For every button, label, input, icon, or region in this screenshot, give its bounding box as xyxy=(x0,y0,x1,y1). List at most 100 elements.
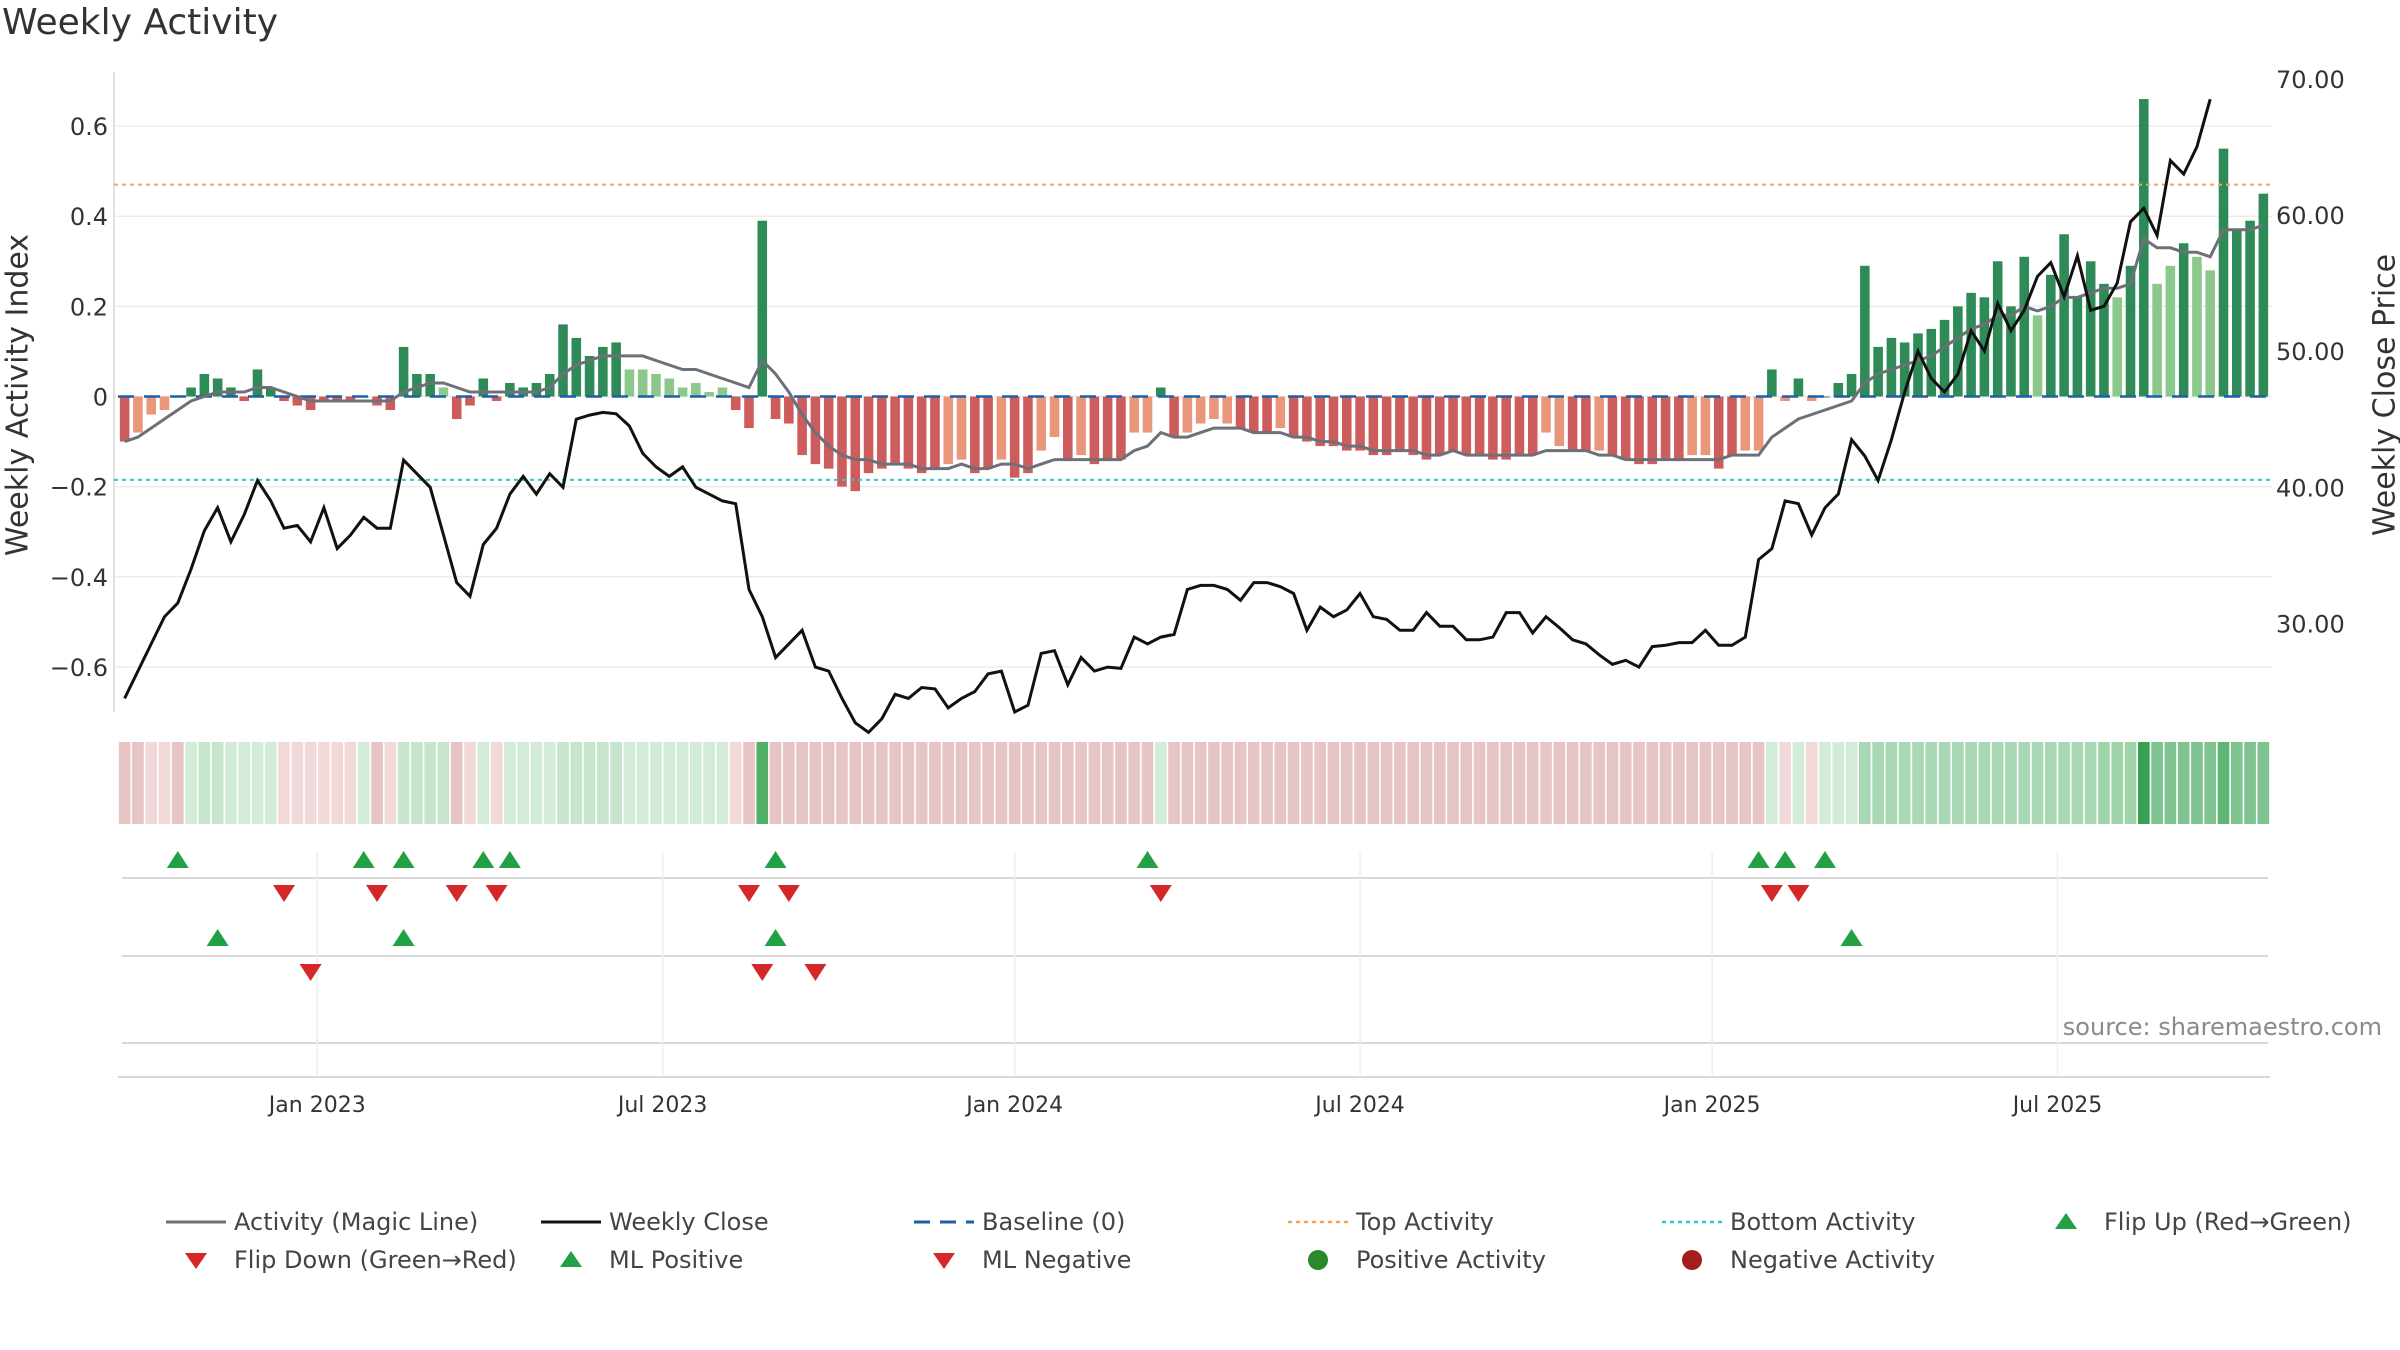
activity-bar xyxy=(385,396,396,411)
x-tick-label: Jul 2023 xyxy=(616,1093,708,1118)
activity-bar xyxy=(1315,396,1325,447)
activity-bar xyxy=(505,382,515,397)
heat-strip-cell xyxy=(2098,742,2110,824)
legend-flip-up-label: Flip Up (Red→Green) xyxy=(2104,1208,2352,1236)
activity-bar xyxy=(2258,193,2269,397)
x-tick-label: Jul 2024 xyxy=(1313,1093,1405,1118)
flip-up-marker xyxy=(1774,851,1797,868)
heat-strip-cell xyxy=(1487,742,1499,824)
legend-positive-activity: Positive Activity xyxy=(1288,1246,1546,1274)
activity-bar xyxy=(2059,234,2069,397)
y2-tick-label: 60.00 xyxy=(2276,202,2345,230)
activity-bar xyxy=(664,378,675,397)
activity-bar xyxy=(996,396,1007,460)
heat-strip-cell xyxy=(1101,742,1114,824)
flip-up-marker xyxy=(1747,851,1770,868)
heat-strip-cell xyxy=(318,742,330,824)
ml-negative-marker xyxy=(804,964,827,981)
y-tick-label: −0.2 xyxy=(50,474,108,502)
activity-bar xyxy=(677,387,688,397)
activity-bar xyxy=(1129,396,1140,433)
y-tick-label: −0.6 xyxy=(50,654,108,682)
activity-bar xyxy=(1674,396,1684,460)
heat-strip-cell xyxy=(424,742,437,824)
heat-strip-cell xyxy=(597,742,609,824)
x-tick-label: Jan 2024 xyxy=(964,1093,1063,1118)
activity-bar xyxy=(1368,396,1379,456)
activity-bar xyxy=(305,396,316,411)
activity-bar xyxy=(1288,396,1299,438)
activity-bar xyxy=(1434,396,1445,456)
heat-strip-cell xyxy=(1340,742,1353,824)
activity-bar xyxy=(863,396,874,474)
legend-baseline-swatch xyxy=(914,1220,974,1224)
heat-strip-cell xyxy=(2111,742,2124,824)
activity-bar xyxy=(1913,333,1923,397)
heat-strip-cell xyxy=(1606,742,1619,824)
heat-strip-cell xyxy=(2124,742,2137,824)
activity-bar xyxy=(478,378,489,397)
activity-bar xyxy=(2218,148,2229,397)
activity-bar xyxy=(1753,396,1764,451)
activity-bar xyxy=(1501,396,1511,460)
heat-strip-cell xyxy=(264,742,277,824)
ml-positive-marker xyxy=(764,929,787,946)
activity-bar xyxy=(2019,256,2030,397)
activity-bar xyxy=(823,396,834,469)
activity-bar xyxy=(1328,396,1339,447)
heat-strip-cell xyxy=(782,742,795,824)
heat-strip-cell xyxy=(1726,742,1738,824)
heat-strip-cell xyxy=(1792,742,1805,824)
activity-bar xyxy=(611,342,621,397)
heat-strip-cell xyxy=(836,742,848,824)
heat-strip-cell xyxy=(1779,742,1791,824)
heat-strip-cell xyxy=(663,742,676,824)
heat-strip-cell xyxy=(1141,742,1154,824)
heat-strip-cell xyxy=(1965,742,1977,824)
activity-bar xyxy=(292,396,303,406)
heat-strip-cell xyxy=(1659,742,1672,824)
heat-strip-cell xyxy=(464,742,476,824)
activity-bar xyxy=(983,396,993,469)
heat-strip-cell xyxy=(1061,742,1074,824)
heat-strip-cell xyxy=(809,742,822,824)
heat-strip-cell xyxy=(2044,742,2057,824)
legend-ml-negative: ML Negative xyxy=(914,1246,1131,1274)
y-tick-label: 0 xyxy=(93,384,108,412)
heat-strip-cell xyxy=(1526,742,1539,824)
legend-top-activity-swatch xyxy=(1288,1220,1348,1224)
activity-bar xyxy=(465,396,475,406)
heat-strip-cell xyxy=(2018,742,2031,824)
activity-bar xyxy=(2232,229,2242,397)
heat-strip-cell xyxy=(1394,742,1406,824)
activity-bar xyxy=(425,373,435,397)
activity-bar xyxy=(2072,297,2083,397)
heat-strip-cell xyxy=(1925,742,1938,824)
heat-strip-cell xyxy=(1699,742,1712,824)
heat-strip-cell xyxy=(344,742,357,824)
heat-strip-cell xyxy=(1872,742,1884,824)
legend-ml-positive-label: ML Positive xyxy=(609,1246,744,1274)
activity-bar xyxy=(1780,396,1790,402)
legend-ml-negative-label: ML Negative xyxy=(982,1246,1132,1274)
activity-bar xyxy=(1926,328,1937,397)
activity-bar xyxy=(345,396,356,402)
activity-bar xyxy=(930,396,940,469)
legend-weekly-close-label: Weekly Close xyxy=(609,1208,769,1236)
legend-flip-down: Flip Down (Green→Red) xyxy=(166,1246,517,1274)
heat-strip-cell xyxy=(1261,742,1273,824)
activity-bar xyxy=(890,396,900,465)
activity-bar xyxy=(1660,396,1671,460)
heat-strip-cell xyxy=(477,742,490,824)
flip-up-marker xyxy=(764,851,787,868)
magic-line xyxy=(124,223,2264,471)
y-tick-label: 0.6 xyxy=(70,113,108,141)
heat-strip-cell xyxy=(703,742,715,824)
activity-bar xyxy=(2245,220,2255,397)
activity-bar xyxy=(1939,319,1950,397)
heat-strip-cell xyxy=(729,742,742,824)
legend-flip-down-swatch xyxy=(185,1253,207,1269)
heat-strip-cell xyxy=(849,742,862,824)
activity-bar xyxy=(1023,396,1033,474)
heat-strip-cell xyxy=(2230,742,2243,824)
